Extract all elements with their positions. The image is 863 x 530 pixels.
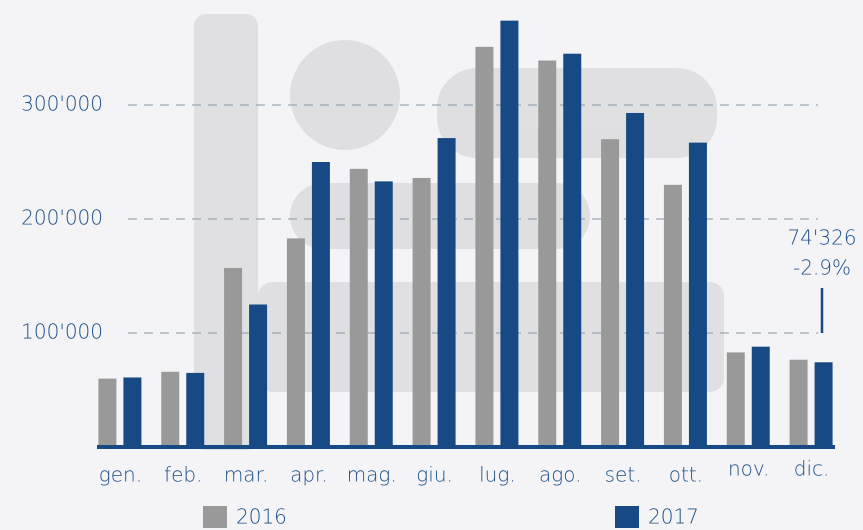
bar	[752, 347, 770, 447]
x-tick-label: mag.	[347, 463, 397, 487]
bar	[438, 138, 456, 447]
bar	[98, 379, 116, 447]
x-tick-label: apr.	[290, 463, 328, 487]
legend-label: 2017	[648, 505, 699, 529]
bar	[500, 21, 518, 447]
x-tick-label: nov.	[728, 457, 770, 481]
bar	[664, 185, 682, 447]
x-tick-label: set.	[605, 463, 642, 487]
x-tick-label: giu.	[416, 463, 453, 487]
bar	[312, 162, 330, 447]
bar	[123, 377, 141, 447]
bar	[350, 169, 368, 447]
bar	[815, 362, 833, 447]
y-tick-label: 100'000	[21, 320, 103, 344]
bar	[287, 238, 305, 447]
x-tick-label: ago.	[539, 463, 582, 487]
y-tick-label: 200'000	[21, 206, 103, 230]
bar	[727, 352, 745, 447]
x-tick-label: dic.	[794, 457, 830, 481]
legend-swatch	[615, 506, 639, 528]
watermark	[194, 14, 724, 450]
legend-swatch	[203, 506, 227, 528]
chart: 74'326 -2.9% 100'000 200'000 300'000 gen. fe…	[0, 0, 863, 530]
y-tick-label: 300'000	[21, 92, 103, 116]
bar	[538, 61, 556, 447]
bar	[161, 372, 179, 447]
x-tick-label: feb.	[164, 463, 202, 487]
bar	[601, 139, 619, 447]
bar	[626, 113, 644, 447]
bar	[249, 305, 267, 448]
bar	[413, 178, 431, 447]
x-tick-label: mar.	[224, 463, 268, 487]
x-tick-label: ott.	[669, 463, 703, 487]
bar	[563, 54, 581, 447]
bar	[224, 268, 242, 447]
bar	[689, 143, 707, 447]
x-tick-label: gen.	[99, 463, 142, 487]
legend-label: 2016	[236, 505, 287, 529]
bar	[375, 181, 393, 447]
bar	[475, 47, 493, 447]
annotation: -2.9%	[793, 256, 851, 280]
x-tick-label: lug.	[479, 463, 516, 487]
bar	[186, 373, 204, 447]
bar	[790, 360, 808, 447]
annotation: 74'326	[787, 226, 856, 250]
